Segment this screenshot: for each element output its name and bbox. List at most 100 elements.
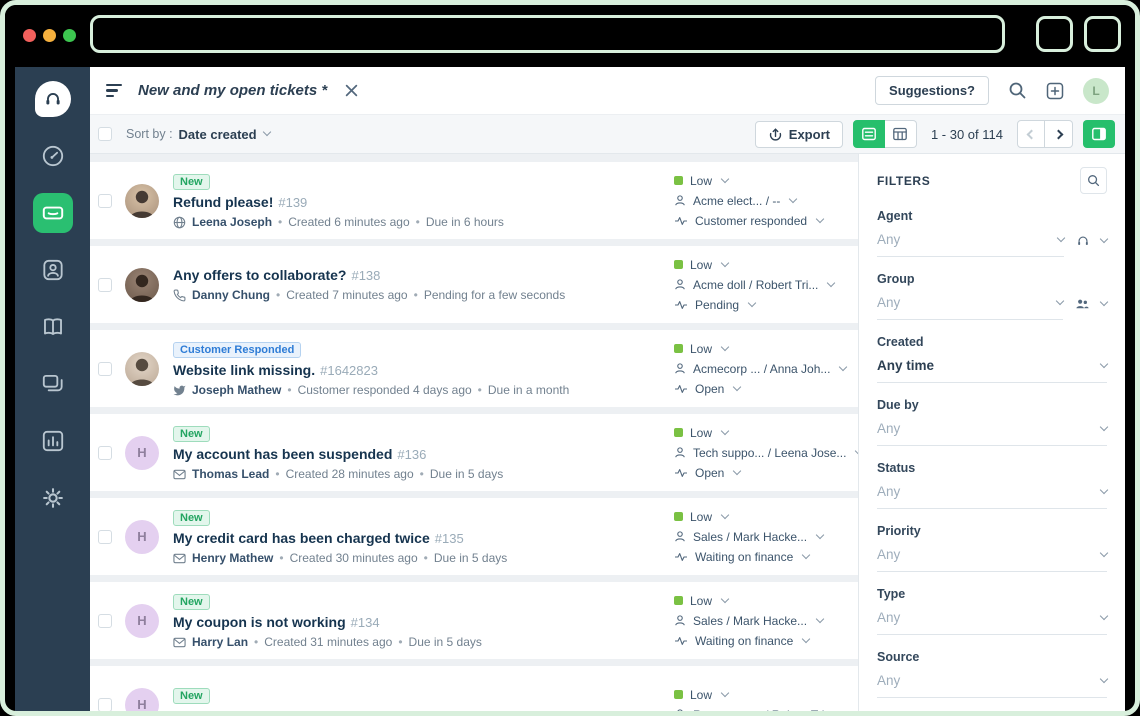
status-dropdown[interactable]: Customer responded xyxy=(674,212,850,229)
priority-dropdown[interactable]: Low xyxy=(674,592,850,609)
sidebar-item-contacts[interactable] xyxy=(33,250,73,290)
ticket-row[interactable]: H New My coupon is not working #134 Harry… xyxy=(90,582,858,659)
assign-dropdown[interactable]: Sales / Mark Hacke... xyxy=(674,528,850,545)
priority-dropdown[interactable]: Low xyxy=(674,340,850,357)
status-dropdown[interactable]: Open xyxy=(674,380,850,397)
ticket-row[interactable]: H New My account has been suspended #136 … xyxy=(90,414,858,491)
ticket-title[interactable]: Refund please! xyxy=(173,194,274,210)
ticket-id: #136 xyxy=(397,447,427,462)
priority-dropdown[interactable]: Low xyxy=(674,424,850,441)
chevron-left-icon xyxy=(1026,129,1036,139)
status-select[interactable]: Any xyxy=(877,484,1109,509)
new-ticket-icon[interactable] xyxy=(1046,82,1064,100)
sidebar-item-dashboard[interactable] xyxy=(33,136,73,176)
type-select[interactable]: Any xyxy=(877,610,1109,635)
prev-page-button[interactable] xyxy=(1017,120,1045,148)
requester-avatar: H xyxy=(125,435,159,470)
ticket-title[interactable]: My credit card has been charged twice xyxy=(173,530,430,546)
collapse-panel-button[interactable] xyxy=(1083,120,1115,148)
sidebar-item-analytics[interactable] xyxy=(33,421,73,461)
sidebar-item-admin[interactable] xyxy=(33,478,73,518)
address-bar[interactable] xyxy=(90,15,1005,53)
group-mode-toggle[interactable] xyxy=(1075,295,1109,311)
card-view-toggle[interactable] xyxy=(852,120,885,148)
filter-lines-icon[interactable] xyxy=(106,83,122,98)
ticket-title[interactable]: Website link missing. xyxy=(173,362,316,378)
priority-dot xyxy=(674,176,683,185)
ticket-checkbox[interactable] xyxy=(98,277,112,292)
ticket-checkbox[interactable] xyxy=(98,613,112,628)
filter-field-group: Group Any xyxy=(877,272,1109,320)
bar-chart-icon xyxy=(42,430,63,452)
sort-dropdown[interactable]: Date created xyxy=(179,127,271,142)
status-dropdown[interactable]: Open xyxy=(674,464,850,481)
assign-dropdown[interactable]: Acmecorp ... / Anna Joh... xyxy=(674,360,850,377)
ticket-checkbox[interactable] xyxy=(98,529,112,544)
source-select[interactable]: Any xyxy=(877,673,1109,698)
chevron-down-icon xyxy=(1099,297,1109,307)
ticket-title[interactable]: Any offers to collaborate? xyxy=(173,267,347,283)
due-time: Due in a month xyxy=(487,383,570,397)
status-dropdown[interactable]: Waiting on finance xyxy=(674,548,850,565)
maximize-window-button[interactable] xyxy=(63,29,76,42)
assign-dropdown[interactable]: Returns an... / Robert Tri... xyxy=(674,706,852,711)
ticket-row[interactable]: New Refund please! #139 Leena Joseph • Cr… xyxy=(90,162,858,239)
ticket-checkbox[interactable] xyxy=(98,361,112,376)
requester-avatar: H xyxy=(125,519,159,554)
ticket-title[interactable]: My coupon is not working xyxy=(173,614,346,630)
view-title: New and my open tickets * xyxy=(138,82,328,99)
titlebar-button[interactable] xyxy=(1036,16,1073,52)
next-page-button[interactable] xyxy=(1045,120,1073,148)
priority-dropdown[interactable]: Low xyxy=(674,172,850,189)
sidebar-item-tickets[interactable] xyxy=(32,193,73,233)
ticket-checkbox[interactable] xyxy=(98,193,112,208)
assign-dropdown[interactable]: Tech suppo... / Leena Jose... xyxy=(674,444,858,461)
minimize-window-button[interactable] xyxy=(43,29,56,42)
chevron-down-icon xyxy=(720,688,730,697)
priority-dropdown[interactable]: Low xyxy=(674,508,850,525)
freshdesk-logo[interactable] xyxy=(33,79,73,119)
ticket-row[interactable]: Customer Responded Website link missing.… xyxy=(90,330,858,407)
email-icon xyxy=(173,468,186,481)
created-time: Created 31 minutes ago xyxy=(264,635,393,649)
assign-dropdown[interactable]: Sales / Mark Hacke... xyxy=(674,612,850,629)
suggestions-button[interactable]: Suggestions? xyxy=(875,76,989,105)
close-window-button[interactable] xyxy=(23,29,36,42)
chevron-down-icon xyxy=(1099,674,1109,683)
status-dropdown[interactable]: Waiting on finance xyxy=(674,632,850,649)
priority-dropdown[interactable]: Low xyxy=(674,256,850,273)
ticket-row[interactable]: Any offers to collaborate? #138 Danny Chu… xyxy=(90,246,858,323)
filter-search-button[interactable] xyxy=(1080,167,1107,194)
status-dropdown[interactable]: Pending xyxy=(674,296,850,313)
assign-dropdown[interactable]: Acme doll / Robert Tri... xyxy=(674,276,850,293)
ticket-checkbox[interactable] xyxy=(98,445,112,460)
ticket-row[interactable]: H New My credit card has been charged tw… xyxy=(90,498,858,575)
due-by-select[interactable]: Any xyxy=(877,421,1109,446)
priority-select[interactable]: Any xyxy=(877,547,1109,572)
select-all-checkbox[interactable] xyxy=(98,127,112,141)
filter-field-agent: Agent Any xyxy=(877,209,1109,257)
close-view-icon[interactable] xyxy=(345,84,358,97)
filter-field-status: Status Any xyxy=(877,461,1109,509)
ticket-title[interactable]: My account has been suspended xyxy=(173,446,393,462)
sidebar-item-solutions[interactable] xyxy=(33,307,73,347)
assign-dropdown[interactable]: Acme elect... / -- xyxy=(674,192,850,209)
ticket-row[interactable]: H New Size issue :/ #133 Low Returns an..… xyxy=(90,666,858,711)
agent-select[interactable]: Any xyxy=(877,232,1066,257)
status-badge: Customer Responded xyxy=(173,342,302,358)
search-icon[interactable] xyxy=(1008,81,1027,100)
email-icon xyxy=(173,552,186,565)
priority-dropdown[interactable]: Low xyxy=(674,686,850,703)
group-select[interactable]: Any xyxy=(877,295,1065,320)
user-avatar[interactable]: L xyxy=(1083,77,1109,104)
created-select[interactable]: Any time xyxy=(877,358,1109,383)
table-view-toggle[interactable] xyxy=(884,120,917,148)
titlebar-button[interactable] xyxy=(1084,16,1121,52)
export-button[interactable]: Export xyxy=(754,120,843,148)
filter-field-priority: Priority Any xyxy=(877,524,1109,572)
chevron-down-icon xyxy=(1056,233,1066,242)
agent-mode-toggle[interactable] xyxy=(1076,232,1109,248)
sidebar-item-forums[interactable] xyxy=(33,364,73,404)
ticket-title[interactable]: Size issue :/ xyxy=(173,708,253,712)
ticket-checkbox[interactable] xyxy=(98,697,112,711)
